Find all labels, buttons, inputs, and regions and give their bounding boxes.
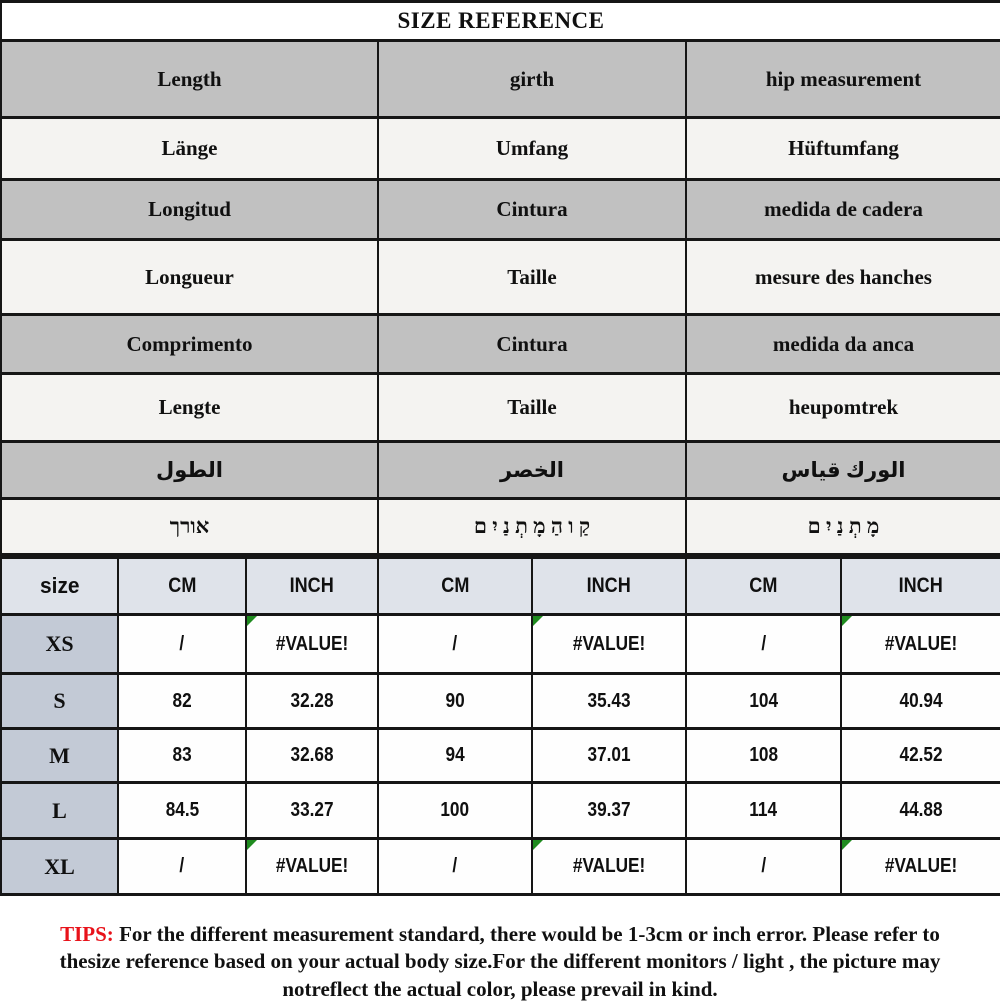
error-value-cell: #VALUE! (531, 613, 687, 675)
measurement-cell: / (377, 837, 533, 896)
language-row-french: Longueur Taille mesure des hanches (0, 238, 1000, 316)
language-cell: hip measurement (685, 39, 1000, 119)
error-triangle-icon (248, 841, 257, 850)
measurement-cell: 82 (117, 672, 247, 730)
language-cell: אורך (0, 497, 379, 556)
language-cell: Länge (0, 116, 379, 181)
measurement-cell: / (377, 613, 533, 675)
language-row-hebrew: אורך קַ ו הַ מָ תְ נַ יִ ם מָ תְ נַ יִ ם (0, 497, 1000, 556)
language-cell: Cintura (377, 313, 687, 375)
size-row-xl: XL / #VALUE! / #VALUE! / #VALUE! (0, 837, 1000, 896)
cm-column-header: CM (685, 556, 842, 616)
language-cell: Comprimento (0, 313, 379, 375)
size-table-header-row: size CM INCH CM INCH CM INCH (0, 556, 1000, 616)
size-label-cell: S (0, 672, 119, 730)
language-cell: medida de cadera (685, 178, 1000, 241)
language-cell: الطول (0, 440, 379, 500)
language-cell: Length (0, 39, 379, 119)
measurement-cell: 84.5 (117, 781, 247, 840)
size-label-cell: XL (0, 837, 119, 896)
language-cell: מָ תְ נַ יִ ם (685, 497, 1000, 556)
error-value-cell: #VALUE! (840, 837, 1000, 896)
measurement-cell: 42.52 (840, 727, 1000, 784)
language-cell: girth (377, 39, 687, 119)
language-cell: الورك قياس (685, 440, 1000, 500)
error-value-cell: #VALUE! (840, 613, 1000, 675)
error-value-cell: #VALUE! (245, 837, 379, 896)
inch-column-header: INCH (245, 556, 379, 616)
language-cell: الخصر (377, 440, 687, 500)
size-label-cell: XS (0, 613, 119, 675)
measurement-cell: 40.94 (840, 672, 1000, 730)
language-cell: Hüftumfang (685, 116, 1000, 181)
measurement-cell: 39.37 (531, 781, 687, 840)
inch-column-header: INCH (840, 556, 1000, 616)
language-cell: Umfang (377, 116, 687, 181)
measurement-cell: 32.28 (245, 672, 379, 730)
size-label-cell: M (0, 727, 119, 784)
language-cell: Longitud (0, 178, 379, 241)
language-row-arabic: الطول الخصر الورك قياس (0, 440, 1000, 500)
error-triangle-icon (843, 617, 852, 626)
measurement-cell: 33.27 (245, 781, 379, 840)
language-cell: Taille (377, 238, 687, 316)
language-cell: Cintura (377, 178, 687, 241)
size-column-header: size (0, 556, 119, 616)
tips-text: For the different measurement standard, … (59, 922, 941, 1001)
error-triangle-icon (248, 617, 257, 626)
language-row-spanish: Longitud Cintura medida de cadera (0, 178, 1000, 241)
size-label-cell: L (0, 781, 119, 840)
language-cell: קַ ו הַ מָ תְ נַ יִ ם (377, 497, 687, 556)
language-row-german: Länge Umfang Hüftumfang (0, 116, 1000, 181)
measurement-cell: 35.43 (531, 672, 687, 730)
language-cell: mesure des hanches (685, 238, 1000, 316)
size-measurement-table: size CM INCH CM INCH CM INCH XS / #VALUE… (0, 556, 1000, 896)
size-row-xs: XS / #VALUE! / #VALUE! / #VALUE! (0, 613, 1000, 675)
cm-column-header: CM (117, 556, 247, 616)
measurement-cell: 104 (685, 672, 842, 730)
language-row-dutch: Lengte Taille heupomtrek (0, 372, 1000, 443)
language-reference-table: SIZE REFERENCE Length girth hip measurem… (0, 0, 1000, 556)
measurement-cell: 114 (685, 781, 842, 840)
error-triangle-icon (534, 617, 543, 626)
language-cell: Longueur (0, 238, 379, 316)
measurement-cell: 83 (117, 727, 247, 784)
measurement-cell: 44.88 (840, 781, 1000, 840)
language-cell: heupomtrek (685, 372, 1000, 443)
language-cell: Taille (377, 372, 687, 443)
measurement-cell: 94 (377, 727, 533, 784)
measurement-cell: 90 (377, 672, 533, 730)
measurement-cell: 100 (377, 781, 533, 840)
error-triangle-icon (534, 841, 543, 850)
size-row-l: L 84.5 33.27 100 39.37 114 44.88 (0, 781, 1000, 840)
tips-label: TIPS: (60, 922, 114, 946)
size-row-m: M 83 32.68 94 37.01 108 42.52 (0, 727, 1000, 784)
size-row-s: S 82 32.28 90 35.43 104 40.94 (0, 672, 1000, 730)
measurement-cell: / (685, 837, 842, 896)
measurement-cell: / (117, 613, 247, 675)
measurement-cell: / (685, 613, 842, 675)
measurement-cell: 37.01 (531, 727, 687, 784)
error-value-cell: #VALUE! (531, 837, 687, 896)
error-value-cell: #VALUE! (245, 613, 379, 675)
language-cell: Lengte (0, 372, 379, 443)
tips-note: TIPS: For the different measurement stan… (0, 921, 1000, 1003)
language-row-portuguese: Comprimento Cintura medida da anca (0, 313, 1000, 375)
measurement-cell: 32.68 (245, 727, 379, 784)
error-triangle-icon (843, 841, 852, 850)
inch-column-header: INCH (531, 556, 687, 616)
page-title: SIZE REFERENCE (0, 0, 1000, 42)
cm-column-header: CM (377, 556, 533, 616)
measurement-cell: 108 (685, 727, 842, 784)
language-row-english: Length girth hip measurement (0, 39, 1000, 119)
language-cell: medida da anca (685, 313, 1000, 375)
measurement-cell: / (117, 837, 247, 896)
